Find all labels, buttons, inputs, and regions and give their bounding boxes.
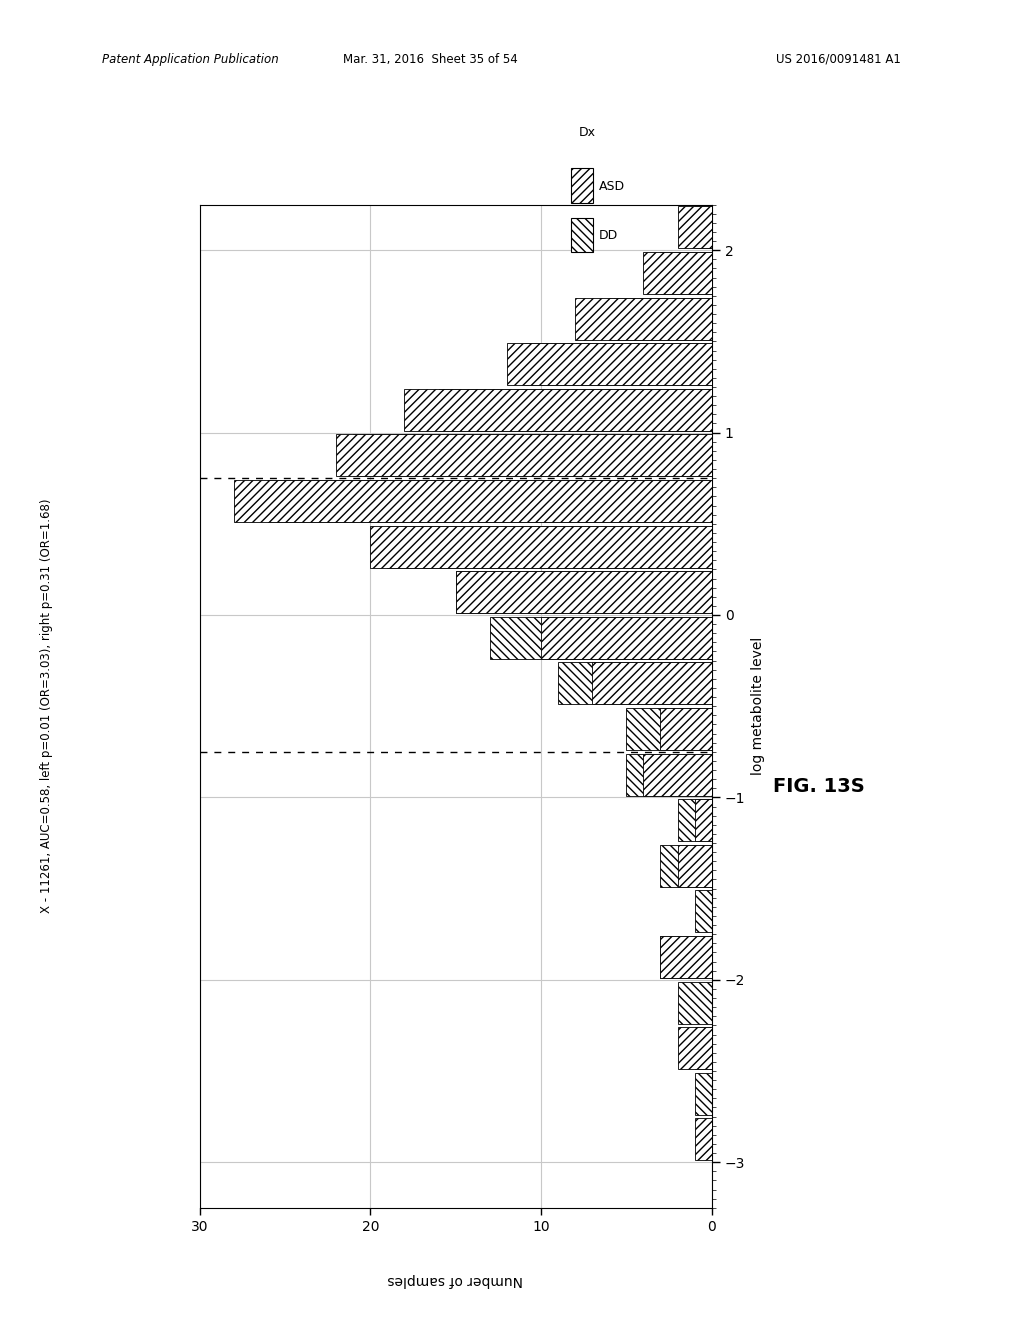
Bar <box>660 252 712 294</box>
Bar <box>660 936 712 978</box>
FancyBboxPatch shape <box>570 169 593 203</box>
Bar <box>353 434 712 477</box>
Bar <box>678 799 712 841</box>
Bar <box>694 1027 712 1069</box>
Bar <box>387 525 712 568</box>
Text: Patent Application Publication: Patent Application Publication <box>102 53 280 66</box>
Bar <box>694 891 712 932</box>
Bar <box>371 525 712 568</box>
Bar <box>694 1118 712 1160</box>
Bar <box>660 845 712 887</box>
Bar <box>694 799 712 841</box>
Bar <box>627 708 712 750</box>
Bar <box>438 389 712 430</box>
Text: Dx: Dx <box>579 125 596 139</box>
Bar <box>678 1027 712 1069</box>
Bar <box>678 845 712 887</box>
Bar <box>660 708 712 750</box>
Bar <box>575 297 712 339</box>
Text: US 2016/0091481 A1: US 2016/0091481 A1 <box>776 53 901 66</box>
Text: X - 11261, AUC=0.58, left p=0.01 (OR=3.03), right p=0.31 (OR=1.68): X - 11261, AUC=0.58, left p=0.01 (OR=3.0… <box>40 499 52 913</box>
Y-axis label: log metabolite level: log metabolite level <box>751 638 765 775</box>
Bar <box>489 616 712 659</box>
Bar <box>268 480 712 521</box>
Bar <box>233 480 712 521</box>
Bar <box>558 663 712 705</box>
FancyBboxPatch shape <box>570 218 593 252</box>
Bar <box>456 572 712 614</box>
Bar <box>694 1073 712 1115</box>
Text: Mar. 31, 2016  Sheet 35 of 54: Mar. 31, 2016 Sheet 35 of 54 <box>343 53 517 66</box>
Bar <box>456 572 712 614</box>
Text: ASD: ASD <box>599 180 626 193</box>
Text: Number of samples: Number of samples <box>388 1272 523 1287</box>
Text: DD: DD <box>599 230 618 242</box>
Bar <box>336 434 712 477</box>
Bar <box>643 252 712 294</box>
Bar <box>609 297 712 339</box>
Bar <box>541 616 712 659</box>
Bar <box>694 206 712 248</box>
Bar <box>643 754 712 796</box>
Bar <box>678 206 712 248</box>
Bar <box>524 343 712 385</box>
Bar <box>592 663 712 705</box>
Text: FIG. 13S: FIG. 13S <box>773 777 865 796</box>
Bar <box>678 982 712 1023</box>
Bar <box>404 389 712 430</box>
Bar <box>627 754 712 796</box>
Bar <box>660 936 712 978</box>
Bar <box>507 343 712 385</box>
